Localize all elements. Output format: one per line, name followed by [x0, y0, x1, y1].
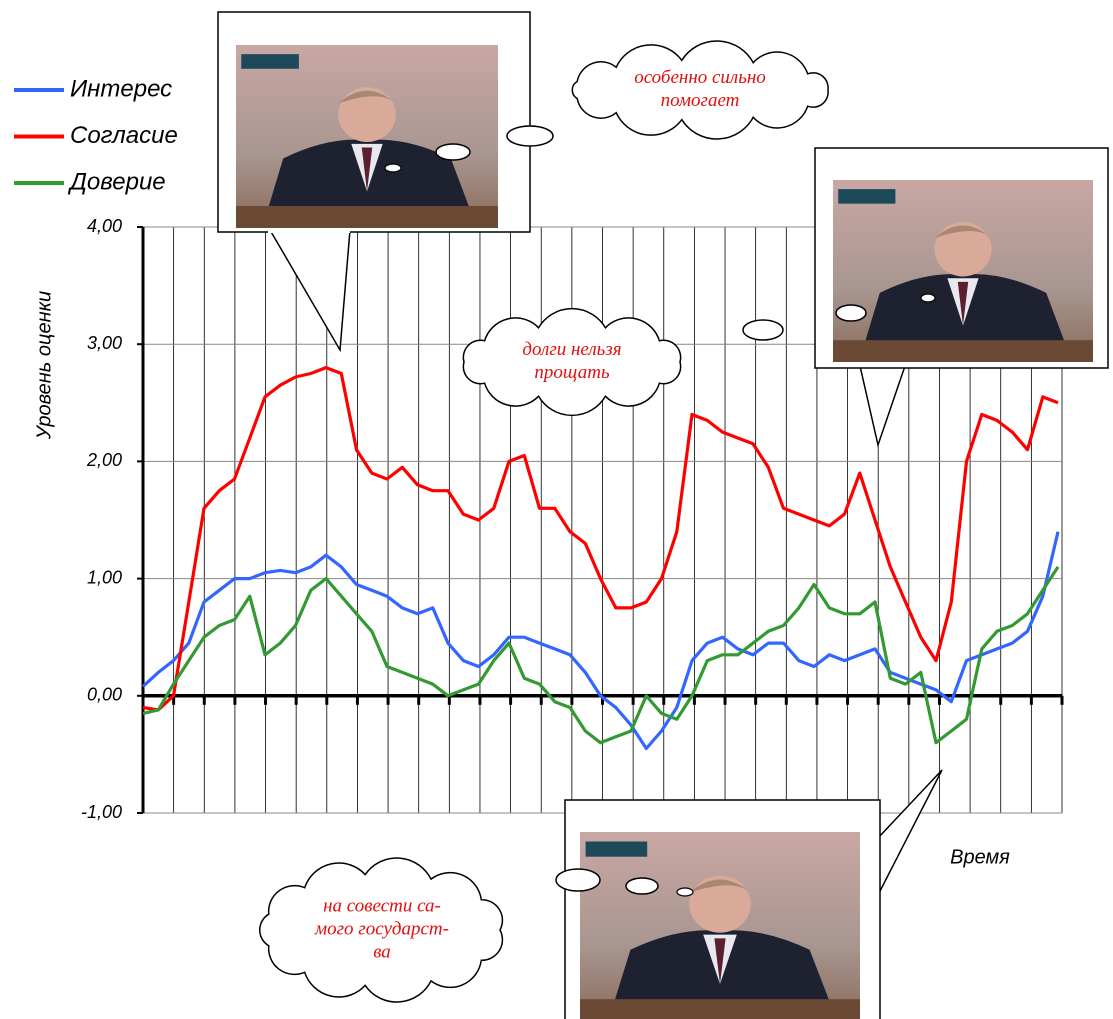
y-tick-label: 2,00: [86, 450, 122, 470]
annotation-text: прощать: [534, 362, 610, 383]
cloud: [571, 40, 829, 140]
callout-pointer: [859, 365, 906, 448]
annotation-text: долги нельзя: [522, 339, 621, 360]
annotation-text: на совести са-: [323, 895, 441, 916]
series-line: [142, 566, 1060, 745]
photo: [833, 180, 1093, 362]
thought-bubble: [506, 125, 554, 147]
y-tick-label: 0,00: [87, 685, 122, 705]
legend-label: Доверие: [67, 168, 166, 195]
photo: [580, 832, 860, 1019]
plot-area: -1,00 0,00 1,00 2,00 3,00 4,00: [81, 216, 1064, 822]
y-axis-label: Уровень оценки: [33, 291, 55, 440]
annotation-text: особенно сильно: [634, 67, 766, 88]
layout: Интерес Согласие Доверие: [14, 75, 178, 195]
thought-bubble: [920, 293, 936, 303]
legend-label: Согласие: [70, 122, 178, 149]
y-tick-label: 1,00: [87, 567, 122, 587]
thought-bubble: [435, 143, 471, 161]
annotation-text: помогает: [661, 90, 740, 111]
y-tick-label: 4,00: [87, 216, 122, 236]
y-tick-label: -1,00: [81, 802, 122, 822]
annotation-text: ва: [373, 941, 391, 962]
thought-bubble: [742, 319, 784, 341]
annotation-text: мого государст-: [314, 918, 449, 939]
series-line: [141, 531, 1060, 751]
cloud: [259, 857, 504, 1003]
thought-bubble: [676, 887, 694, 897]
thought-bubble: [625, 877, 659, 895]
cloud: [462, 307, 682, 417]
x-axis-label: Время: [950, 846, 1010, 868]
thought-bubble: [835, 304, 867, 322]
y-tick-label: 3,00: [87, 333, 122, 353]
series-line: [142, 366, 1059, 712]
legend-label: Интерес: [70, 75, 172, 102]
thought-bubble: [384, 163, 402, 173]
thought-bubble: [555, 868, 601, 892]
photo: [236, 45, 498, 228]
callout-pointer: [269, 229, 351, 353]
callout-pointer: [877, 769, 943, 896]
